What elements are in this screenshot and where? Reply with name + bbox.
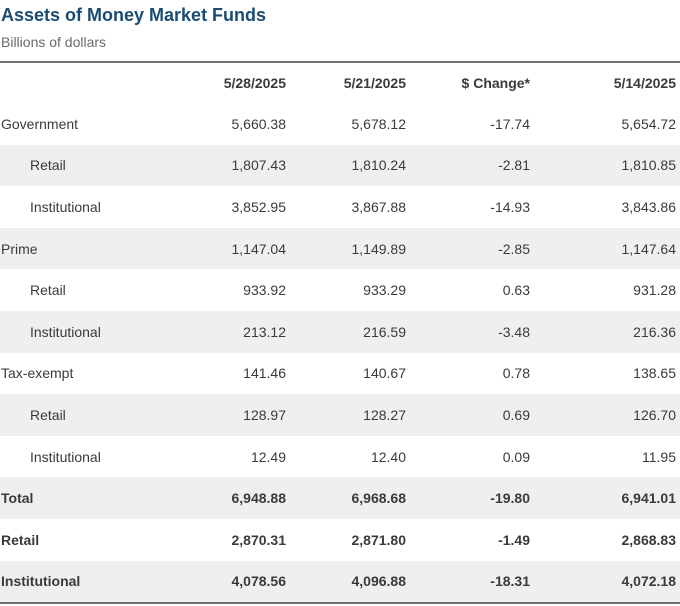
table-row: Total 6,948.88 6,968.68 -19.80 6,941.01: [0, 477, 680, 519]
value-5-14-2025: 11.95: [642, 448, 676, 465]
header-date-1: 5/28/2025: [223, 75, 286, 91]
page-title: Assets of Money Market Funds: [1, 5, 267, 25]
table-row: Retail 1,807.43 1,810.24 -2.81 1,810.85: [0, 144, 680, 187]
row-label: Institutional: [30, 198, 101, 215]
table-header-row: 5/28/2025 5/21/2025 $ Change* 5/14/2025: [0, 63, 680, 103]
value-change: -3.48: [498, 323, 530, 340]
value-5-28-2025: 2,870.31: [231, 531, 287, 548]
value-5-14-2025: 6,941.01: [621, 490, 677, 507]
value-5-14-2025: 138.65: [633, 365, 676, 382]
value-change: -2.81: [498, 157, 530, 174]
row-label: Tax-exempt: [1, 365, 74, 382]
value-5-21-2025: 1,810.24: [351, 157, 407, 174]
value-5-28-2025: 933.92: [243, 282, 286, 299]
value-5-28-2025: 5,660.38: [231, 115, 287, 132]
table-row: Institutional 4,078.56 4,096.88 -18.31 4,072…: [0, 560, 680, 603]
row-label: Institutional: [30, 323, 101, 340]
value-5-14-2025: 1,810.85: [621, 157, 677, 174]
value-5-28-2025: 141.46: [243, 365, 286, 382]
value-5-21-2025: 12.40: [370, 448, 406, 465]
header-date-3: 5/14/2025: [613, 75, 676, 91]
value-5-14-2025: 5,654.72: [621, 115, 677, 132]
value-change: -17.74: [490, 115, 530, 132]
value-change: 0.78: [502, 365, 530, 382]
value-5-28-2025: 213.12: [243, 323, 286, 340]
value-5-14-2025: 216.36: [633, 323, 676, 340]
value-5-21-2025: 128.27: [363, 406, 406, 423]
row-label: Prime: [1, 240, 38, 257]
value-change: -18.31: [490, 573, 530, 590]
row-label: Total: [1, 490, 34, 507]
value-change: -1.49: [498, 531, 530, 548]
table-row: Institutional 3,852.95 3,867.88 -14.93 3,843…: [0, 186, 680, 228]
table-row: Retail 2,870.31 2,871.80 -1.49 2,868.83: [0, 518, 680, 561]
value-5-14-2025: 126.70: [633, 406, 676, 423]
row-label: Institutional: [1, 573, 81, 590]
header-date-2: 5/21/2025: [343, 75, 406, 91]
value-5-21-2025: 2,871.80: [351, 531, 407, 548]
value-5-21-2025: 5,678.12: [351, 115, 407, 132]
value-5-21-2025: 3,867.88: [351, 198, 407, 215]
value-5-21-2025: 216.59: [363, 323, 406, 340]
page-subtitle: Billions of dollars: [1, 34, 107, 50]
value-5-14-2025: 1,147.64: [621, 240, 677, 257]
value-change: 0.69: [502, 406, 530, 423]
value-5-28-2025: 1,147.04: [231, 240, 287, 257]
value-change: -2.85: [498, 240, 530, 257]
value-5-21-2025: 933.29: [363, 282, 406, 299]
value-change: -19.80: [490, 490, 530, 507]
table-row: Prime 1,147.04 1,149.89 -2.85 1,147.64: [0, 227, 680, 270]
value-5-28-2025: 4,078.56: [231, 573, 287, 590]
row-label: Retail: [30, 282, 66, 299]
row-label: Institutional: [30, 448, 101, 465]
value-5-14-2025: 3,843.86: [621, 198, 677, 215]
table-row: Institutional 213.12 216.59 -3.48 216.36: [0, 310, 680, 353]
table-row: Government 5,660.38 5,678.12 -17.74 5,654.72: [0, 103, 680, 145]
row-label: Retail: [30, 157, 66, 174]
value-5-28-2025: 1,807.43: [231, 157, 287, 174]
value-5-28-2025: 128.97: [243, 406, 286, 423]
value-change: 0.63: [502, 282, 530, 299]
table-row: Retail 128.97 128.27 0.69 126.70: [0, 394, 680, 436]
value-5-14-2025: 4,072.18: [621, 573, 677, 590]
table-body: Government 5,660.38 5,678.12 -17.74 5,654.72…: [0, 103, 680, 603]
row-label: Retail: [1, 531, 40, 548]
value-5-21-2025: 140.67: [363, 365, 406, 382]
row-label: Retail: [30, 406, 66, 423]
money-market-table: 5/28/2025 5/21/2025 $ Change* 5/14/2025 …: [0, 61, 680, 605]
header-change: $ Change*: [461, 75, 530, 91]
value-5-14-2025: 931.28: [633, 282, 676, 299]
value-change: -14.93: [490, 198, 530, 215]
value-5-28-2025: 6,948.88: [231, 490, 287, 507]
row-label: Government: [1, 115, 79, 132]
value-5-21-2025: 1,149.89: [351, 240, 407, 257]
value-change: 0.09: [502, 448, 530, 465]
value-5-28-2025: 3,852.95: [231, 198, 287, 215]
value-5-14-2025: 2,868.83: [621, 531, 677, 548]
table-row: Institutional 12.49 12.40 0.09 11.95: [0, 435, 680, 478]
value-5-21-2025: 4,096.88: [351, 573, 407, 590]
table-row: Tax-exempt 141.46 140.67 0.78 138.65: [0, 352, 680, 395]
table-row: Retail 933.92 933.29 0.63 931.28: [0, 269, 680, 311]
value-5-28-2025: 12.49: [250, 448, 286, 465]
value-5-21-2025: 6,968.68: [351, 490, 407, 507]
